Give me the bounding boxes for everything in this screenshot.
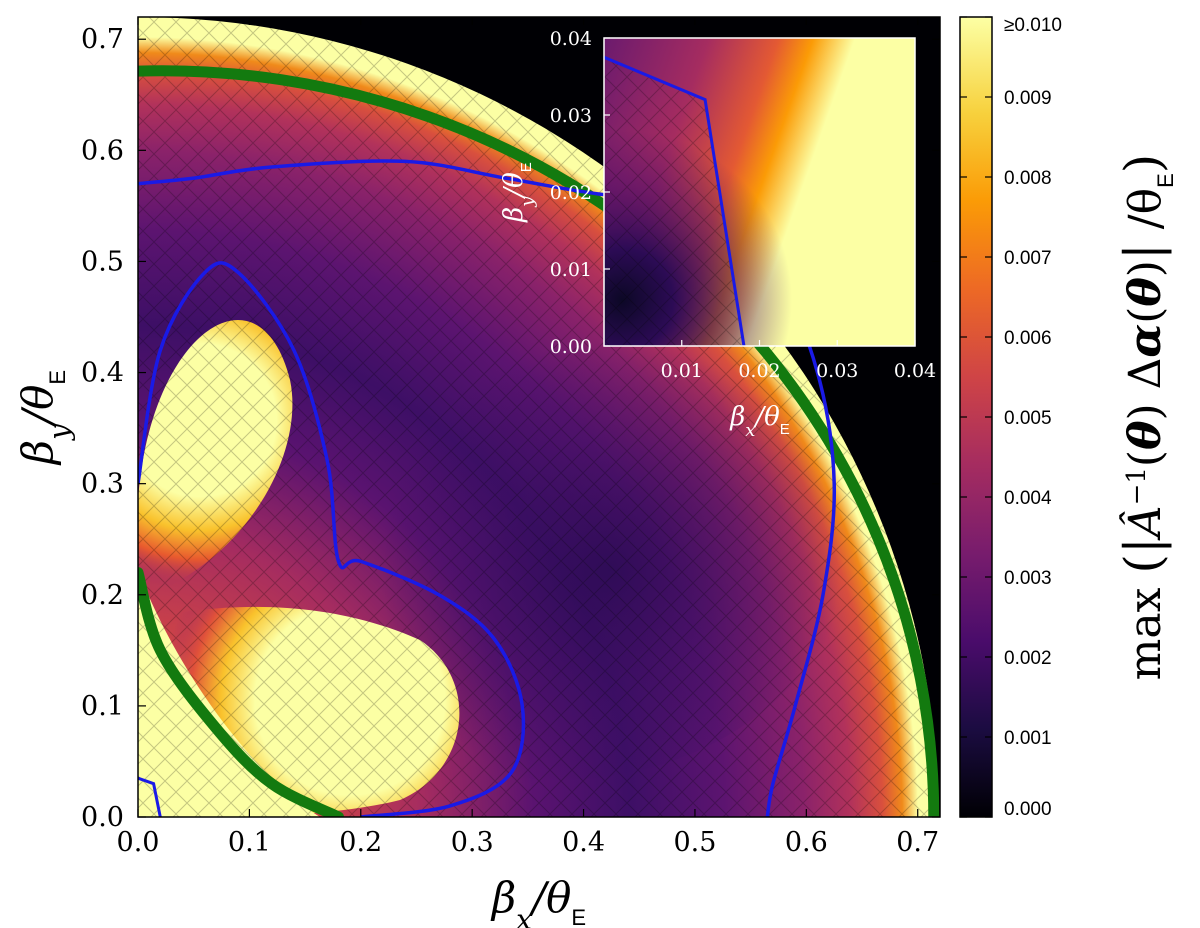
y-axis-title: βy/θE [13,370,76,466]
inset-y-tick-label: 0.04 [550,28,592,50]
figure: 0.0 0.1 0.2 0.3 0.4 0.5 0.6 0.70.00.10.20.30.40… [0,0,1200,928]
x-tick-label: 0.3 [451,827,494,858]
x-tick-label: 0.5 [673,827,716,858]
inset-y-tick-label: 0.03 [550,105,592,127]
colorbar-tick-label: 0.009 [1004,88,1052,109]
colorbar-tick-label: 0.004 [1004,488,1052,509]
x-tick-label: 0.6 [785,827,828,858]
inset-x-tick-label: 0.02 [738,360,780,382]
colorbar-tick-label: 0.000 [1004,799,1052,820]
y-tick-label: 0.1 [81,691,124,722]
y-tick-label: 0.0 [81,802,124,833]
colorbar-tick-label: 0.008 [1004,168,1052,189]
colorbar: 0.000 0.001 0.002 0.003 0.004 0.005 0.006 0.007… [960,15,1178,820]
colorbar-tick-label: 0.002 [1004,648,1052,669]
colorbar-tick-label: 0.005 [1004,408,1052,429]
x-tick-label: 0.2 [339,827,382,858]
inset-plot: 0.01 0.02 0.03 0.04 0.00 0.01 0.02 0.03 0.04 [550,28,936,382]
inset-y-tick-label: 0.02 [550,182,592,204]
inset-x-tick-label: 0.03 [816,360,858,382]
inset-x-tick-label: 0.04 [894,360,936,382]
inset-y-tick-label: 0.01 [550,259,592,281]
y-tick-label: 0.2 [81,580,124,611]
y-tick-label: 0.3 [81,469,124,500]
colorbar-tick-label: 0.001 [1004,728,1052,749]
x-axis-title: βx/θE [490,873,586,928]
x-tick-label: 0.1 [228,827,271,858]
colorbar-tick-label: 0.006 [1004,328,1052,349]
x-tick-label: 0.4 [562,827,605,858]
colorbar-tick-label: ≥0.010 [1004,15,1062,36]
y-tick-label: 0.7 [81,24,124,55]
y-tick-label: 0.4 [81,358,124,389]
inset-x-tick-label: 0.01 [661,360,703,382]
colorbar-title: max (|Â−1(θ) Δα(θ)| /θE) [1114,154,1178,681]
colorbar-tick-label: 0.003 [1004,568,1052,589]
colorbar-tick-label: 0.007 [1004,248,1052,269]
y-tick-label: 0.6 [81,135,124,166]
y-tick-label: 0.5 [81,246,124,277]
x-tick-label: 0.7 [896,827,939,858]
inset-y-tick-label: 0.00 [550,336,592,358]
